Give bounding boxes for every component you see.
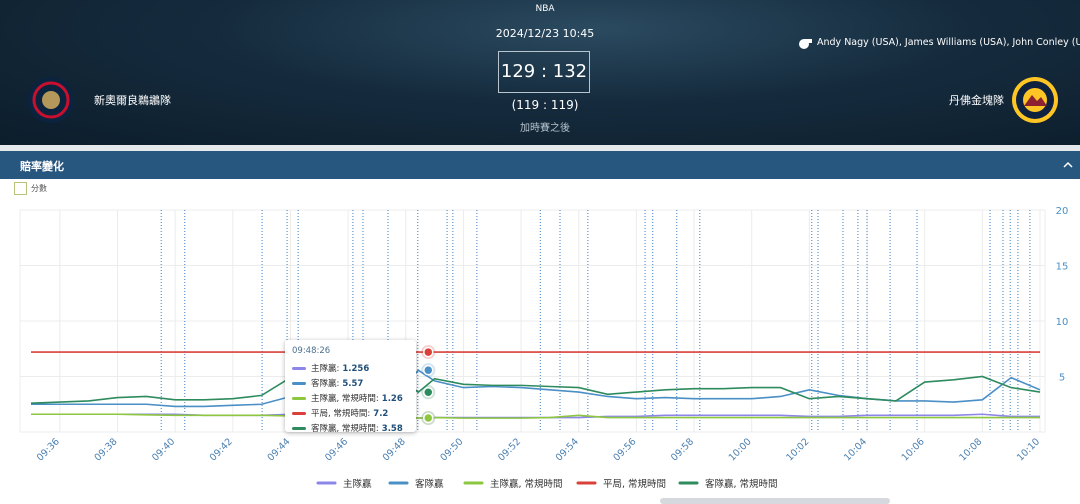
x-tick-label: 09:46	[323, 436, 350, 463]
x-tick-label: 09:58	[669, 436, 696, 463]
tooltip-row: 平局, 常規時間: 7.2	[292, 407, 388, 419]
hover-marker	[423, 346, 434, 358]
tooltip-swatch	[292, 397, 306, 400]
hover-marker	[423, 364, 434, 376]
home-team: 新奧爾良鵜鶘隊	[94, 94, 171, 107]
tooltip: 09:48:26 主隊贏: 1.256 客隊贏: 5.57 主隊贏, 常規時間: 1.26…	[285, 340, 416, 434]
scrollbar[interactable]	[660, 498, 890, 504]
tooltip-row: 客隊贏, 常規時間: 3.58	[292, 422, 403, 434]
home-logo	[28, 77, 74, 123]
x-tick-label: 09:52	[496, 436, 523, 463]
score-checkbox[interactable]	[14, 182, 27, 195]
x-tick-label: 10:02	[784, 436, 811, 463]
legend-label[interactable]: 主隊贏	[343, 478, 372, 490]
x-tick-label: 09:50	[438, 436, 465, 463]
tooltip-time: 09:48:26	[292, 346, 331, 356]
hover-marker	[423, 387, 434, 398]
x-tick-label: 09:48	[381, 436, 408, 463]
score-checkbox-label: 分數	[31, 184, 47, 193]
x-tick-label: 09:40	[150, 436, 177, 463]
legend-label[interactable]: 平局, 常規時間	[603, 478, 666, 490]
tooltip-label: 主隊贏, 常規時間:	[311, 394, 379, 404]
y-tick-label: 20	[1056, 206, 1069, 217]
y-tick-label: 5	[1059, 373, 1065, 384]
series-line	[31, 413, 1040, 419]
tooltip-row: 主隊贏, 常規時間: 1.26	[292, 392, 403, 404]
tooltip-swatch	[292, 412, 306, 415]
x-tick-label: 09:36	[35, 436, 62, 463]
section-header[interactable]: 賠率變化	[0, 151, 1080, 179]
whistle-icon	[799, 39, 812, 49]
y-tick-label: 10	[1056, 317, 1069, 328]
series-line	[30, 375, 1041, 404]
x-tick-label: 10:00	[727, 436, 754, 463]
tooltip-value: 1.26	[381, 394, 403, 404]
legend-label[interactable]: 主隊贏, 常規時間	[490, 478, 563, 490]
x-tick-label: 10:06	[900, 436, 927, 463]
x-tick-label: 09:44	[265, 436, 292, 463]
away-team: 丹佛金塊隊	[949, 94, 1004, 107]
tooltip-label: 平局, 常規時間:	[311, 409, 371, 419]
x-tick-label: 09:56	[611, 436, 638, 463]
tooltip-value: 1.256	[342, 364, 370, 374]
match-datetime: 2024/12/23 10:45	[495, 27, 595, 40]
section-title: 賠率變化	[20, 160, 64, 173]
separator	[0, 145, 1080, 151]
tooltip-row: 主隊贏: 1.256	[292, 362, 369, 374]
x-tick-label: 10:04	[842, 436, 869, 463]
tooltip-label: 客隊贏:	[311, 379, 340, 389]
tooltip-value: 7.2	[373, 409, 389, 419]
tooltip-swatch	[292, 427, 306, 430]
match-status: 加時賽之後	[520, 123, 570, 134]
regular-score: (119 : 119)	[511, 98, 579, 112]
x-tick-label: 09:38	[92, 436, 119, 463]
x-tick-label: 10:08	[957, 436, 984, 463]
legend-label[interactable]: 客隊贏	[415, 478, 444, 490]
referees: Andy Nagy (USA), James Williams (USA), J…	[817, 37, 1080, 48]
y-tick-label: 15	[1056, 262, 1069, 273]
tooltip-label: 客隊贏, 常規時間:	[311, 424, 379, 434]
tooltip-value: 3.58	[381, 424, 403, 434]
final-score: 129 : 132	[500, 61, 588, 82]
league: NBA	[535, 4, 555, 14]
odds-chart: 09:36 09:38 09:40 09:42 09:44 09:46 09:48 09:50…	[19, 206, 1069, 504]
x-tick-label: 10:10	[1015, 436, 1042, 463]
collapse-icon[interactable]	[1062, 159, 1074, 171]
legend-label[interactable]: 客隊贏, 常規時間	[705, 478, 778, 490]
match-header: NBA 2024/12/23 10:45 129 : 132 (119 : 11…	[0, 0, 1080, 145]
tooltip-label: 主隊贏:	[311, 364, 340, 374]
score-box	[498, 51, 590, 93]
tooltip-swatch	[292, 367, 306, 370]
x-tick-label: 09:54	[554, 436, 581, 463]
tooltip-value: 5.57	[342, 379, 364, 389]
tooltip-swatch	[292, 382, 306, 385]
away-logo	[1012, 77, 1058, 123]
x-tick-label: 09:42	[208, 436, 235, 463]
tooltip-row: 客隊贏: 5.57	[292, 377, 363, 389]
hover-marker	[423, 412, 434, 424]
